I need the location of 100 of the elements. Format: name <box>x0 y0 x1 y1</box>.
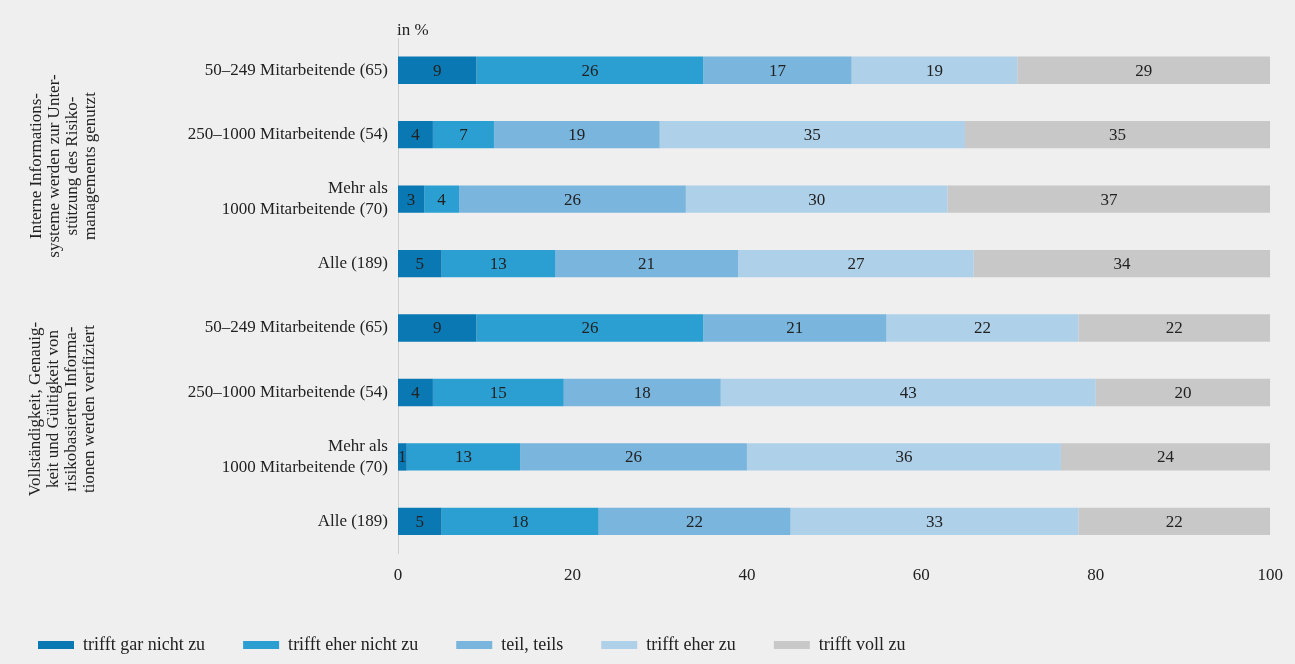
bar <box>738 249 974 278</box>
bar <box>1078 314 1271 342</box>
bar <box>459 185 686 213</box>
data-label: 21 <box>638 254 656 274</box>
bar <box>432 120 494 149</box>
data-label: 4 <box>411 382 421 402</box>
bar <box>790 507 1079 536</box>
bar <box>441 507 599 536</box>
legend-label: teil, teils <box>501 633 564 654</box>
data-label: 26 <box>625 447 643 467</box>
data-label: 4 <box>411 125 421 145</box>
bar <box>947 185 1271 213</box>
bar <box>398 378 433 407</box>
data-label: 5 <box>415 254 425 274</box>
data-label: 19 <box>568 125 586 145</box>
bar <box>476 56 704 84</box>
bar <box>1060 443 1271 471</box>
bar <box>1095 378 1271 407</box>
data-label: 13 <box>454 447 472 467</box>
data-label: 21 <box>786 318 804 338</box>
data-label: 22 <box>1165 511 1183 531</box>
data-label: 4 <box>437 189 447 209</box>
data-label: 27 <box>847 254 865 274</box>
bar <box>398 120 433 149</box>
x-tick-label: 80 <box>1087 565 1105 585</box>
data-label: 35 <box>803 125 821 145</box>
data-label: 33 <box>925 511 943 531</box>
bar <box>720 378 1096 407</box>
data-label: 24 <box>1157 447 1175 467</box>
bar <box>746 443 1061 471</box>
legend-label: trifft eher nicht zu <box>288 633 419 654</box>
y-tick-label: 250–1000 Mitarbeitende (54) <box>187 124 388 144</box>
bar <box>685 185 948 213</box>
bar <box>398 185 425 213</box>
data-label: 36 <box>895 447 913 467</box>
bar <box>1078 507 1271 536</box>
bar <box>886 314 1079 342</box>
y-tick-label: Alle (189) <box>317 253 388 273</box>
bar <box>964 120 1271 149</box>
bar <box>851 56 1018 84</box>
bar <box>520 443 747 471</box>
data-label: 34 <box>1113 254 1131 274</box>
bar <box>441 249 556 278</box>
bar <box>598 507 791 536</box>
bar <box>493 120 660 149</box>
data-label: 26 <box>581 60 599 80</box>
data-label: 18 <box>633 382 651 402</box>
y-tick-label: 50–249 Mitarbeitende (65) <box>204 317 388 337</box>
data-label: 13 <box>489 254 507 274</box>
data-label: 37 <box>1100 189 1118 209</box>
text: Interne Informations- systeme werden zur Unter- stützung des Risiko- managements genutzt <box>25 74 99 258</box>
data-label: 20 <box>1174 382 1192 402</box>
bar <box>1017 56 1271 84</box>
bar <box>703 56 852 84</box>
bar <box>703 314 887 342</box>
x-axis-title: in % <box>397 20 429 40</box>
bar <box>555 249 739 278</box>
data-label: 26 <box>581 318 599 338</box>
data-label: 5 <box>415 511 425 531</box>
x-tick-label: 100 <box>1257 565 1283 585</box>
data-label: 22 <box>1165 318 1183 338</box>
bar <box>398 314 477 342</box>
legend-label: trifft voll zu <box>818 633 906 654</box>
bar <box>398 249 442 278</box>
data-label: 30 <box>808 189 826 209</box>
data-label: 1 <box>398 447 407 467</box>
data-label: 22 <box>686 511 704 531</box>
x-tick-label: 60 <box>912 565 930 585</box>
bar <box>659 120 965 149</box>
data-label: 9 <box>433 60 442 80</box>
y-tick-label: 50–249 Mitarbeitende (65) <box>204 59 388 79</box>
legend-label: trifft gar nicht zu <box>83 633 206 654</box>
data-label: 43 <box>899 382 917 402</box>
data-label: 19 <box>925 60 943 80</box>
data-label: 7 <box>459 125 469 145</box>
bar <box>563 378 721 407</box>
y-tick-label: Mehr als 1000 Mitarbeitende (70) <box>221 178 388 218</box>
bar <box>973 249 1271 278</box>
data-label: 9 <box>433 318 442 338</box>
data-label: 35 <box>1109 125 1127 145</box>
bar <box>398 507 442 536</box>
bar <box>432 378 564 407</box>
data-label: 3 <box>406 189 416 209</box>
data-label: 26 <box>563 189 581 209</box>
x-tick-label: 40 <box>738 565 756 585</box>
data-label: 15 <box>489 382 507 402</box>
x-tick-label: 20 <box>563 565 581 585</box>
data-label: 17 <box>768 60 787 80</box>
x-tick-label: 0 <box>393 565 403 585</box>
data-label: 22 <box>973 318 991 338</box>
bar <box>398 56 477 84</box>
legend-label: trifft eher zu <box>646 633 736 654</box>
bar <box>406 443 521 471</box>
y-tick-label: Alle (189) <box>317 510 388 530</box>
bar <box>476 314 704 342</box>
data-label: 29 <box>1135 60 1153 80</box>
bar <box>424 185 460 213</box>
y-tick-label: 250–1000 Mitarbeitende (54) <box>187 381 388 401</box>
y-tick-label: Mehr als 1000 Mitarbeitende (70) <box>221 436 388 476</box>
text: Vollständigkeit, Genauig- keit und Gültigkeit von risikobasierten Informa- tionen werden verifiziert <box>25 321 99 496</box>
